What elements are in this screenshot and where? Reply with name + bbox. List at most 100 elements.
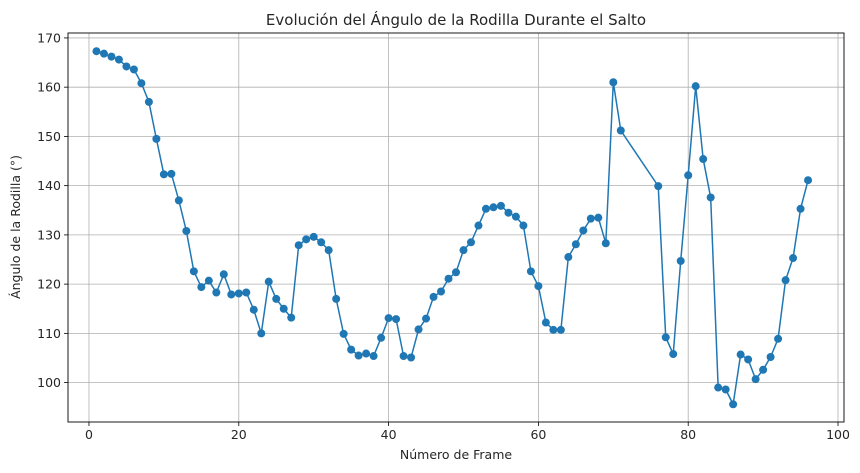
data-point (796, 204, 805, 213)
data-point (309, 232, 318, 241)
data-point (564, 253, 573, 262)
chart-title: Evolución del Ángulo de la Rodilla Duran… (266, 10, 646, 29)
data-point (234, 289, 243, 298)
grid-lines (68, 33, 844, 422)
data-point (452, 268, 460, 277)
data-point (466, 238, 475, 247)
data-point (197, 283, 206, 292)
data-point (129, 65, 138, 74)
data-point (384, 314, 393, 323)
data-point (736, 350, 745, 359)
data-point (511, 212, 520, 221)
data-point (92, 47, 101, 56)
data-point (339, 329, 348, 338)
data-point (167, 169, 176, 178)
data-point (789, 254, 798, 263)
data-point (519, 221, 528, 230)
data-point (189, 267, 198, 276)
data-point (332, 294, 341, 303)
data-point (317, 238, 326, 247)
data-point (159, 170, 168, 179)
data-point (407, 353, 416, 362)
x-axis-label: Número de Frame (400, 447, 512, 462)
data-point (152, 134, 161, 143)
x-tick-label: 0 (85, 427, 93, 442)
data-point (444, 274, 453, 283)
data-point (691, 82, 700, 91)
data-point (669, 350, 678, 359)
data-point (534, 282, 543, 291)
data-point (399, 352, 408, 361)
data-point (144, 97, 153, 106)
x-axis: 0 20 40 60 80 100 (85, 422, 850, 442)
data-point (437, 287, 446, 296)
data-point (481, 204, 490, 213)
data-point (354, 351, 363, 360)
data-point (609, 78, 618, 87)
data-point (137, 79, 146, 88)
data-series (92, 47, 813, 409)
data-point (377, 333, 386, 342)
data-point (422, 314, 431, 323)
data-point (541, 318, 550, 327)
data-point (287, 313, 296, 322)
y-tick-label: 130 (37, 227, 61, 242)
x-tick-label: 40 (381, 427, 397, 442)
data-point (347, 345, 356, 354)
x-tick-label: 80 (680, 427, 696, 442)
y-tick-label: 160 (37, 80, 61, 95)
data-point (774, 334, 783, 343)
data-point (654, 182, 663, 191)
data-point (766, 353, 775, 362)
data-point (294, 241, 303, 250)
data-point (182, 226, 191, 235)
data-point (586, 214, 595, 223)
data-point (714, 383, 723, 392)
data-point (661, 333, 670, 342)
data-point (549, 325, 558, 334)
data-point (699, 155, 708, 164)
data-point (744, 355, 753, 364)
data-point (264, 277, 273, 286)
data-point (362, 349, 371, 358)
data-point (616, 126, 625, 135)
y-tick-label: 120 (37, 277, 61, 292)
data-point (556, 325, 565, 334)
plot-frame (67, 32, 845, 423)
data-point (212, 288, 221, 297)
data-point (272, 294, 281, 303)
x-tick-label: 60 (530, 427, 546, 442)
y-tick-label: 110 (37, 326, 61, 341)
data-point (781, 276, 790, 285)
data-point (114, 55, 123, 64)
data-point (369, 352, 378, 361)
data-point (302, 235, 311, 244)
data-point (99, 49, 108, 58)
data-point (496, 201, 505, 210)
data-point (122, 62, 131, 71)
x-tick-label: 20 (231, 427, 247, 442)
data-point (676, 256, 685, 265)
data-point (279, 304, 288, 313)
data-point (729, 400, 738, 409)
data-point (474, 221, 483, 230)
data-point (571, 240, 580, 249)
data-point (804, 176, 813, 185)
y-tick-label: 150 (37, 129, 61, 144)
data-point (107, 52, 116, 61)
data-point (706, 193, 715, 202)
data-point (601, 239, 610, 248)
data-point (414, 325, 423, 334)
data-point (594, 213, 603, 222)
data-point (459, 246, 468, 255)
data-point (204, 276, 213, 285)
y-tick-label: 170 (37, 30, 61, 45)
data-point (526, 267, 535, 276)
data-point (504, 208, 513, 217)
y-axis-label: Ángulo de la Rodilla (°) (8, 155, 23, 299)
series-line (96, 50, 809, 406)
data-point (579, 226, 588, 235)
y-tick-label: 100 (37, 375, 61, 390)
data-point (751, 375, 760, 384)
